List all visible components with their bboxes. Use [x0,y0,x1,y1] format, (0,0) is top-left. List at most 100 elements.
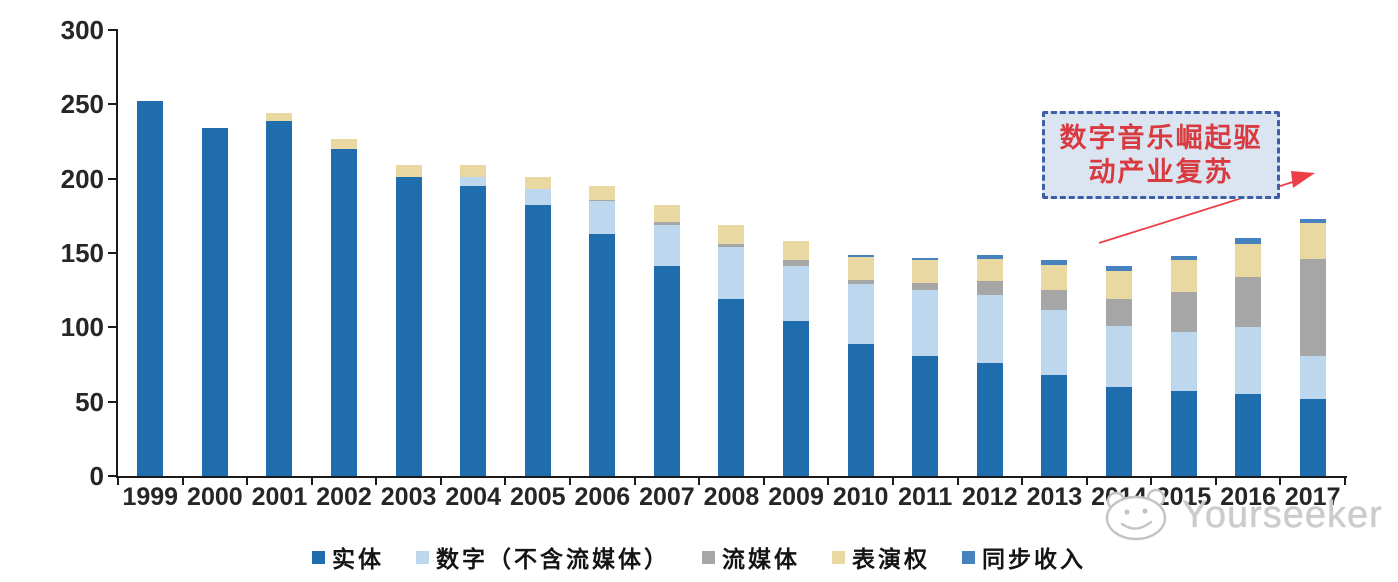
x-tick-label-2016: 2016 [1220,483,1276,511]
y-tick-label-50: 50 [75,386,104,417]
bar-group-2010 [828,30,893,476]
bar-group-2000 [183,30,248,476]
segment-streaming-2009 [783,260,810,267]
segment-digital-excl-streaming-2013 [1041,309,1068,375]
bar-stack-2002 [331,138,358,476]
bar-stack-2012 [976,254,1003,476]
segment-sync-revenue-2012 [976,254,1003,259]
segment-sync-revenue-2011 [912,257,939,261]
x-tick-mark [1085,478,1088,485]
segment-streaming-2014 [1105,299,1132,326]
x-tick-mark [698,478,701,485]
x-tick-label-2010: 2010 [832,483,889,511]
segment-digital-excl-streaming-2017 [1299,355,1326,399]
segment-physical-2013 [1041,374,1068,476]
segment-streaming-2013 [1041,290,1068,310]
segment-streaming-2017 [1299,258,1326,356]
x-tick-mark [310,478,313,485]
segment-physical-2017 [1299,398,1326,476]
x-tick-label-2011: 2011 [898,483,953,511]
bar-group-2013 [1022,30,1087,476]
y-tick-label-150: 150 [60,238,104,268]
bar-group-2001 [247,30,312,476]
segment-performance-rights-2001 [266,113,293,121]
segment-streaming-2008 [718,244,745,248]
segment-physical-2014 [1105,386,1132,476]
segment-streaming-2011 [912,282,939,291]
segment-physical-2010 [847,343,874,476]
x-tick-label-2006: 2006 [574,483,631,511]
x-tick-mark [956,478,959,485]
segment-physical-2005 [524,205,551,476]
annotation-text-line1: 数字音乐崛起驱 [1059,123,1263,153]
x-tick-label-2002: 2002 [316,483,372,511]
segment-physical-2008 [718,299,745,476]
segment-physical-2004 [460,186,487,476]
segment-sync-revenue-2013 [1041,260,1068,265]
x-tick-label-2007: 2007 [639,483,695,511]
segment-digital-excl-streaming-2016 [1235,327,1262,395]
bar-group-2017 [1280,30,1345,476]
segment-physical-2003 [395,177,422,476]
legend-swatch-digital-excl-streaming [416,550,429,564]
segment-performance-rights-2017 [1299,223,1326,259]
x-tick-label-2001: 2001 [251,483,308,511]
bar-stack-2011 [912,257,939,476]
watermark: Yourseeker [1094,486,1383,544]
bar-stack-1999 [137,101,164,476]
x-tick-mark [891,478,894,485]
x-tick-mark [504,478,507,485]
segment-performance-rights-2008 [718,224,745,245]
segment-physical-2007 [653,266,680,476]
bar-group-2016 [1216,30,1281,476]
x-tick-mark [1279,478,1282,485]
legend-swatch-performance-rights [832,550,845,564]
legend-item-performance-rights: 表演权 [832,540,930,574]
x-axis-line [116,476,1347,478]
bar-stack-2016 [1235,238,1262,476]
y-axis-line [116,29,118,478]
x-tick-label-2004: 2004 [445,483,501,511]
legend-swatch-physical [312,550,325,564]
bar-stack-2006 [589,186,616,476]
segment-digital-excl-streaming-2004 [460,177,487,187]
x-tick-mark [1344,478,1346,485]
segment-physical-2001 [266,120,293,476]
segment-streaming-2015 [1170,291,1197,332]
segment-digital-excl-streaming-2012 [976,294,1003,364]
segment-streaming-2010 [847,279,874,285]
x-tick-label-2017: 2017 [1284,483,1341,511]
segment-sync-revenue-2014 [1105,266,1132,271]
y-tick-label-0: 0 [89,461,104,491]
bar-stack-2008 [718,224,745,476]
bar-group-2004 [441,30,506,476]
legend-label-sync-revenue: 同步收入 [982,546,1086,572]
x-tick-mark [569,478,572,485]
bar-stack-2014 [1105,266,1132,476]
legend-label-physical: 实体 [332,546,384,572]
segment-performance-rights-2005 [524,177,551,190]
bar-stack-2005 [524,177,551,476]
x-tick-label-2003: 2003 [380,483,437,511]
bar-group-1999 [118,30,183,476]
segment-performance-rights-2002 [331,138,358,149]
x-tick-label-1999: 1999 [122,483,179,511]
x-tick-mark [1150,478,1153,485]
segment-physical-2000 [201,128,228,476]
x-tick-label-2000: 2000 [187,483,243,511]
watermark-text: Yourseeker [1182,493,1383,536]
segment-digital-excl-streaming-2009 [783,266,810,322]
legend-label-digital-excl-streaming: 数字（不含流媒体） [436,546,670,572]
bar-stack-2004 [460,165,487,476]
y-tick-mark [108,400,117,403]
x-tick-label-2009: 2009 [768,483,824,511]
segment-performance-rights-2007 [653,205,680,222]
x-tick-label-2012: 2012 [961,483,1018,511]
bar-group-2005 [505,30,570,476]
segment-performance-rights-2013 [1041,264,1068,291]
y-tick-mark [108,475,117,477]
bar-group-2007 [635,30,700,476]
bar-group-2006 [570,30,635,476]
annotation-callout: 数字音乐崛起驱 动产业复苏 [1042,111,1280,199]
